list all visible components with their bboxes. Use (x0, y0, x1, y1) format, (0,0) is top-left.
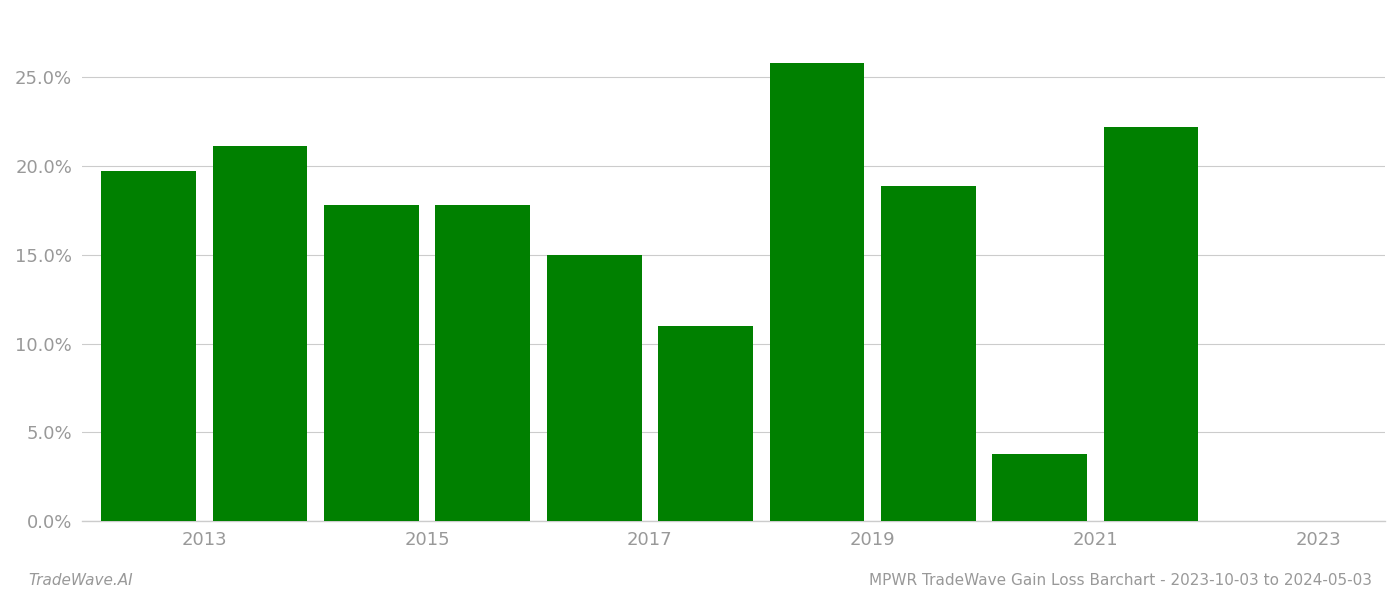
Bar (881, 185, 976, 521)
Bar (993, 454, 1086, 521)
Text: TradeWave.AI: TradeWave.AI (28, 573, 133, 588)
Bar (435, 205, 531, 521)
Bar (101, 172, 196, 521)
Bar (770, 63, 864, 521)
Bar (1103, 127, 1198, 521)
Bar (658, 326, 753, 521)
Text: MPWR TradeWave Gain Loss Barchart - 2023-10-03 to 2024-05-03: MPWR TradeWave Gain Loss Barchart - 2023… (869, 573, 1372, 588)
Bar (547, 255, 641, 521)
Bar (213, 146, 308, 521)
Bar (323, 205, 419, 521)
